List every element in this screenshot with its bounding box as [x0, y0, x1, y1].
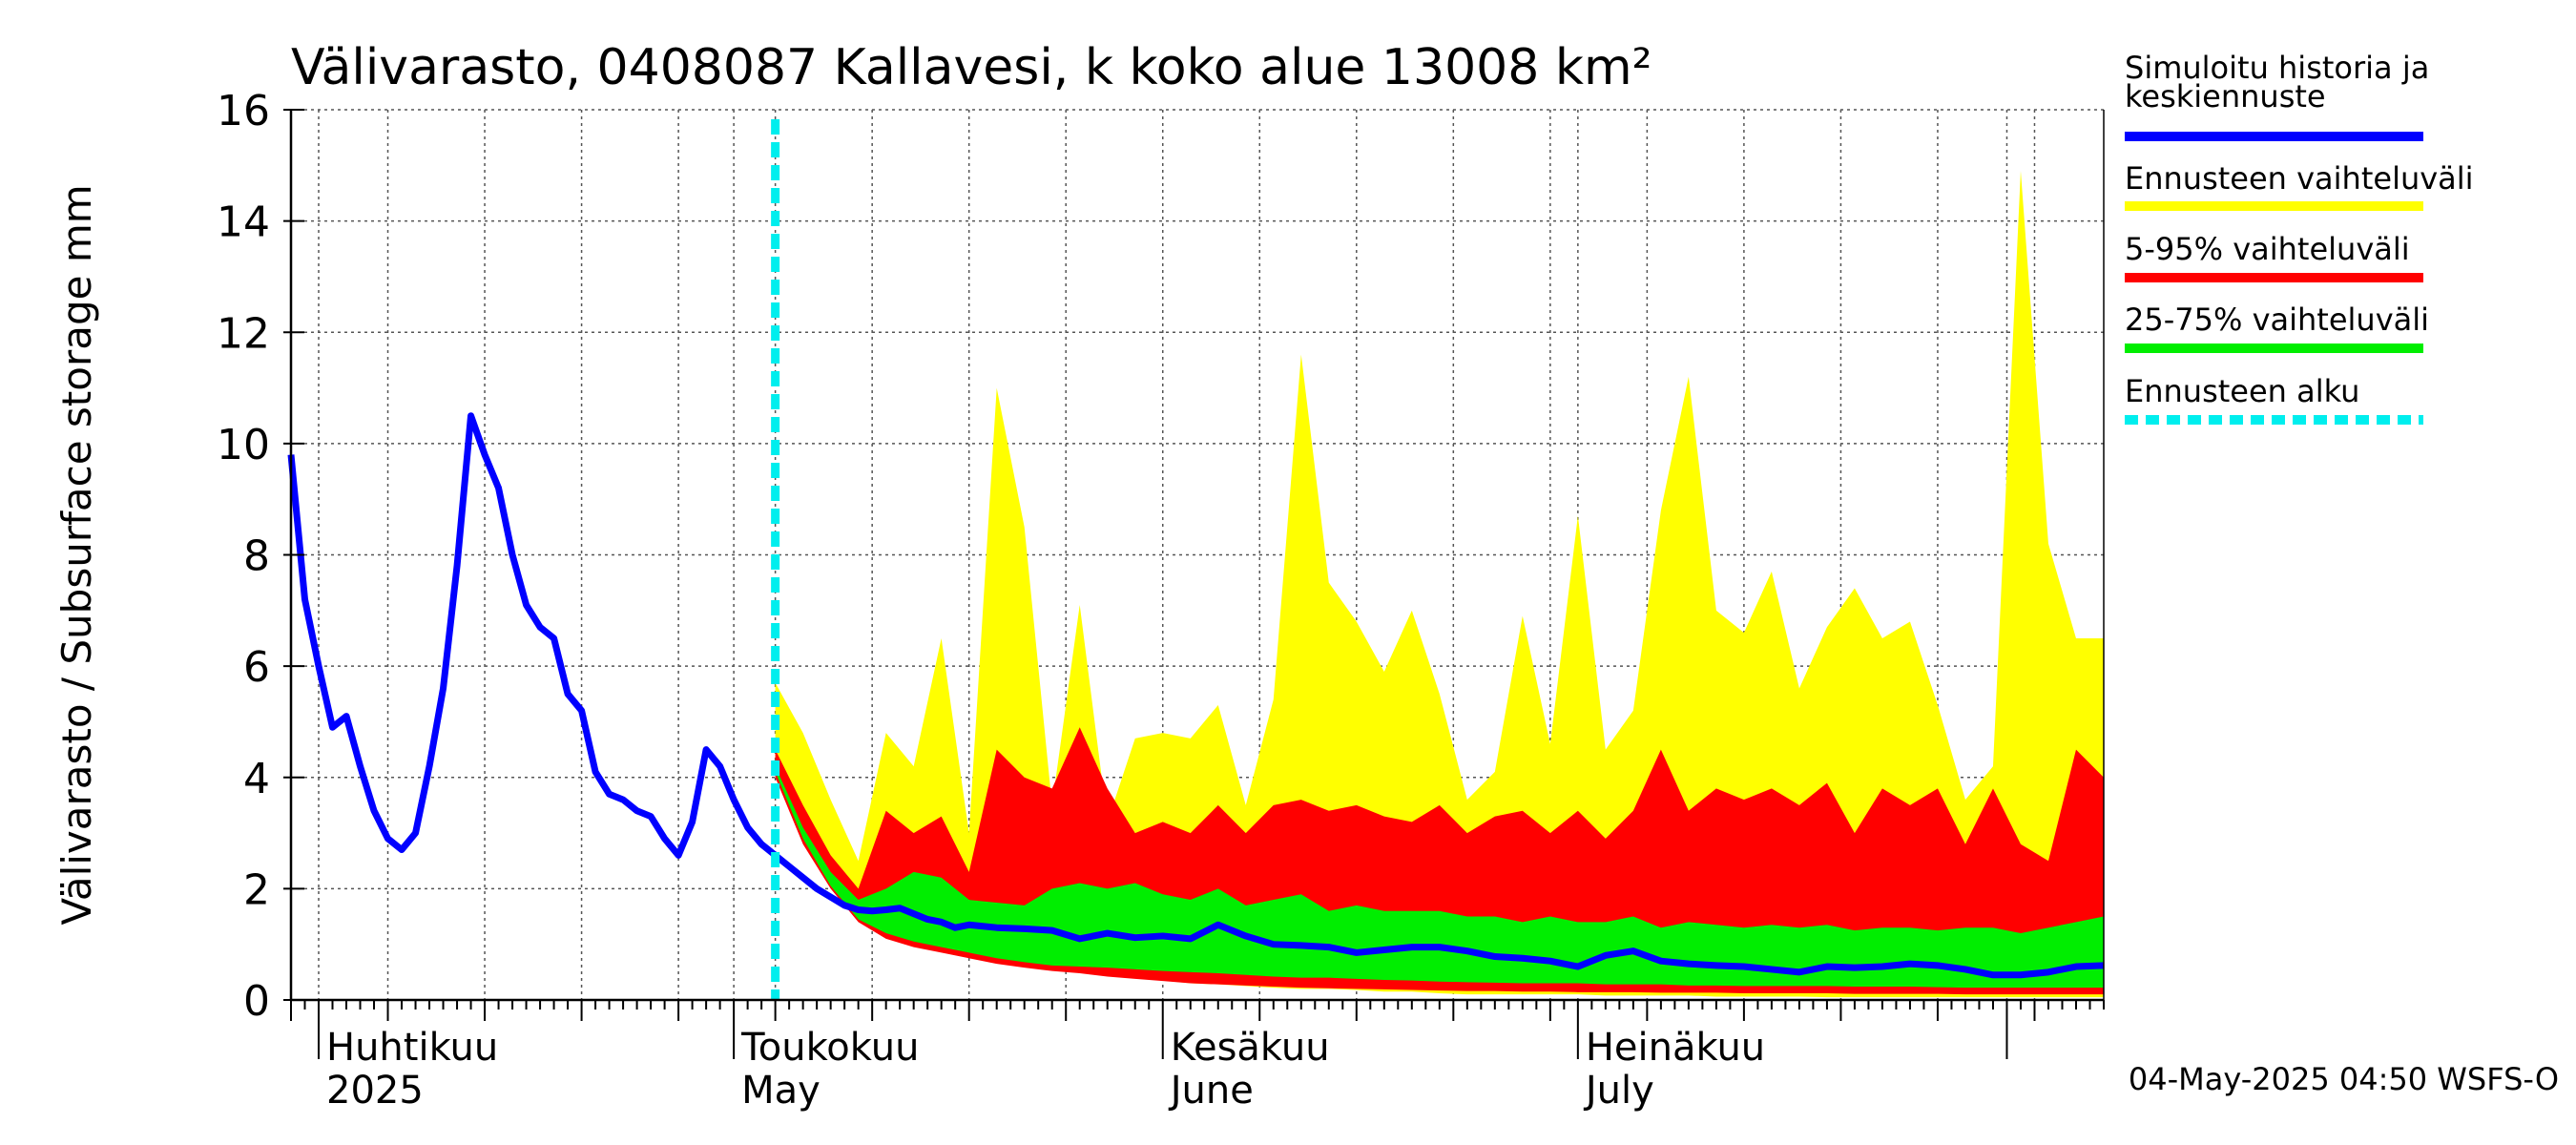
median-forecast-line	[773, 852, 2105, 979]
y-tick-label: 6	[243, 643, 270, 692]
y-tick-label: 2	[243, 865, 270, 914]
legend-label-line2: keskiennuste	[2125, 78, 2326, 114]
series-lines	[287, 119, 2105, 1000]
month-sublabel: 2025	[326, 1069, 424, 1113]
y-tick-label: 8	[243, 532, 270, 581]
chart-title: Välivarasto, 0408087 Kallavesi, k koko a…	[291, 39, 1652, 96]
legend-label: Ennusteen alku	[2125, 373, 2359, 409]
month-label: Toukokuu	[740, 1026, 919, 1070]
history-line	[287, 412, 778, 859]
y-tick-label: 4	[243, 755, 270, 803]
y-tick-label: 16	[217, 87, 270, 135]
y-axis-label: Välivarasto / Subsurface storage mm	[53, 184, 100, 925]
month-sublabel: May	[741, 1069, 821, 1113]
legend-label: 5-95% vaihteluväli	[2125, 231, 2410, 267]
forecast-bands	[775, 171, 2105, 998]
legend-label: 25-75% vaihteluväli	[2125, 302, 2429, 338]
y-tick-label: 10	[217, 421, 270, 469]
legend-label: Simuloitu historia ja	[2125, 50, 2429, 86]
timestamp-footer: 04-May-2025 04:50 WSFS-O	[2129, 1061, 2559, 1097]
month-label: Heinäkuu	[1586, 1026, 1765, 1070]
y-tick-label: 0	[243, 977, 270, 1026]
month-label: Huhtikuu	[326, 1026, 498, 1070]
month-label: Kesäkuu	[1171, 1026, 1330, 1070]
month-sublabel: July	[1583, 1069, 1654, 1113]
month-sublabel: June	[1168, 1069, 1254, 1113]
y-tick-label: 12	[217, 309, 270, 358]
y-tick-label: 14	[217, 198, 270, 247]
legend-label: Ennusteen vaihteluväli	[2125, 160, 2474, 197]
